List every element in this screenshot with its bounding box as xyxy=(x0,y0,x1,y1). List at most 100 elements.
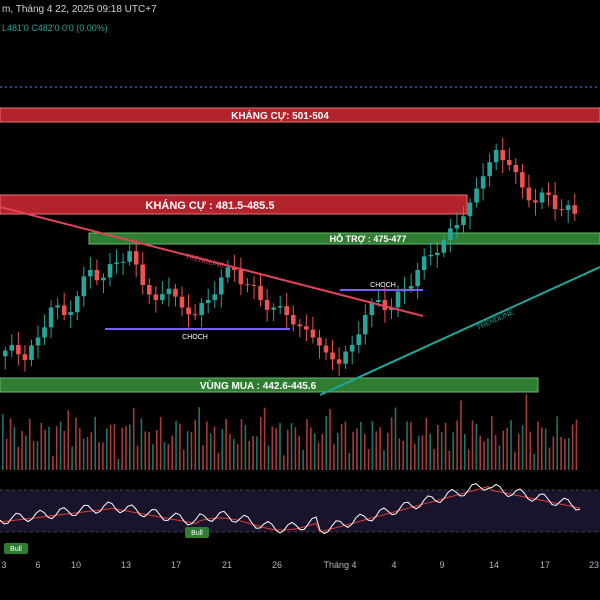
volume-bar xyxy=(298,435,301,470)
volume-bar xyxy=(456,420,458,470)
support-zone xyxy=(88,232,600,245)
candle-body xyxy=(179,296,185,308)
volume-bar xyxy=(13,426,16,470)
candle-body xyxy=(212,294,218,300)
volume-bar xyxy=(548,447,551,470)
volume-bar xyxy=(129,424,131,470)
volume-bar xyxy=(240,419,243,470)
candles xyxy=(2,137,578,376)
downward-trendline xyxy=(0,206,424,317)
volume-bar xyxy=(190,431,193,470)
volume-bar xyxy=(340,424,343,470)
volume-bar xyxy=(537,421,539,470)
svg-text:Bull: Bull xyxy=(191,530,203,537)
candle-body xyxy=(506,160,512,165)
volume-bar xyxy=(394,407,397,470)
candle-body xyxy=(2,350,8,357)
candle-body xyxy=(395,291,401,308)
volume-bar xyxy=(325,416,327,470)
volume-bar xyxy=(290,422,293,470)
candle-body xyxy=(232,267,237,270)
candle-body xyxy=(192,314,198,316)
chart-header: m, Tháng 4 22, 2025 09:18 UTC+7 L481'0 C… xyxy=(0,0,600,40)
candle-body xyxy=(68,312,74,315)
candle-body xyxy=(16,345,21,355)
candle-body xyxy=(9,345,15,351)
candle-body xyxy=(127,251,132,262)
candle-body xyxy=(369,302,375,315)
volume-bar xyxy=(36,441,39,470)
volume-bar xyxy=(90,432,93,470)
volume-bar xyxy=(417,435,420,470)
volume-bar xyxy=(452,432,455,470)
candle-body xyxy=(74,296,80,313)
volume-bar xyxy=(25,435,27,470)
candle-body xyxy=(146,285,152,295)
candle-body xyxy=(559,209,564,211)
candle-body xyxy=(349,345,355,352)
volume-bar xyxy=(313,433,316,470)
candle-body xyxy=(258,285,263,300)
volume-bar xyxy=(575,419,578,470)
volume-bar xyxy=(429,433,431,470)
candle-body xyxy=(408,286,414,289)
candle-body xyxy=(513,165,519,173)
volume-bar xyxy=(421,435,424,470)
volume-bar xyxy=(117,458,120,470)
x-axis-tick-label: 17 xyxy=(540,560,550,570)
x-axis-tick-label: 13 xyxy=(121,560,131,570)
support-label: HỖ TRỢ : 475-477 xyxy=(330,233,407,244)
candle-body xyxy=(520,172,525,188)
volume-bar xyxy=(383,450,385,470)
candle-body xyxy=(428,255,434,257)
trendline-down-label: TRENDLINE xyxy=(184,253,224,270)
upward-trendline xyxy=(319,266,600,396)
volume-bar xyxy=(448,450,451,470)
volume-bar xyxy=(121,427,123,470)
candle-body xyxy=(81,276,87,297)
volume-bar xyxy=(356,428,358,470)
candle-body xyxy=(500,150,506,161)
volume-bar xyxy=(271,426,274,470)
volume-bar xyxy=(98,441,100,470)
volume-bar xyxy=(517,433,520,470)
volume-bar xyxy=(113,424,116,470)
volume-bar xyxy=(263,407,266,470)
volume-bar xyxy=(379,427,381,470)
rsi-ma-line xyxy=(0,486,581,533)
volume-bar xyxy=(102,442,104,470)
candle-body xyxy=(454,225,460,229)
volume-bar xyxy=(79,428,81,470)
x-axis-tick-label: 3 xyxy=(1,560,6,570)
candle-body xyxy=(61,305,67,315)
volume-bar xyxy=(402,440,404,470)
volume-bar xyxy=(306,419,308,470)
rsi-line xyxy=(0,483,581,535)
candle-body xyxy=(238,270,244,285)
candle-body xyxy=(290,315,296,325)
volume-bar xyxy=(206,421,208,470)
volume-bar xyxy=(471,420,474,470)
candle-body xyxy=(55,305,60,308)
volume-bar xyxy=(367,449,370,470)
candle-body xyxy=(22,354,28,360)
volume-bar xyxy=(390,417,393,470)
volume-bar xyxy=(233,438,235,470)
x-axis-tick-label: Tháng 4 xyxy=(323,560,356,570)
volume-bar xyxy=(202,444,204,470)
candle-body xyxy=(297,324,303,327)
candle-body xyxy=(29,345,34,360)
volume-bar xyxy=(194,419,197,470)
candle-body xyxy=(48,307,54,328)
volume-bar xyxy=(541,427,543,470)
volume-bar xyxy=(336,432,339,470)
volume-bar xyxy=(198,407,200,470)
candle-body xyxy=(448,228,453,240)
buy-zone-label: VÙNG MUA : 442.6-445.6 xyxy=(200,379,317,392)
volume-bar xyxy=(175,420,177,470)
candle-body xyxy=(546,192,551,195)
volume-bar xyxy=(17,446,19,470)
volume-bar xyxy=(406,421,408,470)
volume-bar xyxy=(48,426,50,470)
